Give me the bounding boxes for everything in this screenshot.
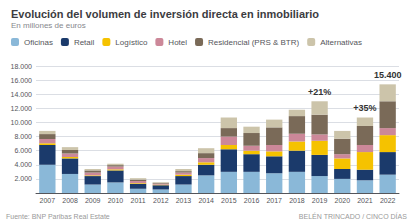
svg-text:12.000: 12.000	[11, 105, 33, 112]
svg-text:18.000: 18.000	[11, 63, 33, 70]
svg-text:Alternativas: Alternativas	[320, 38, 362, 47]
svg-text:2019: 2019	[312, 197, 328, 204]
svg-text:2014: 2014	[198, 197, 214, 204]
svg-text:15.400: 15.400	[374, 70, 402, 80]
svg-text:6.000: 6.000	[14, 147, 32, 154]
svg-text:2016: 2016	[244, 197, 260, 204]
svg-text:2010: 2010	[108, 197, 124, 204]
svg-text:4.000: 4.000	[14, 161, 32, 168]
svg-text:2011: 2011	[131, 197, 146, 204]
svg-text:2009: 2009	[85, 197, 101, 204]
svg-text:2015: 2015	[221, 197, 237, 204]
svg-text:2020: 2020	[334, 197, 350, 204]
svg-text:Retail: Retail	[74, 38, 95, 47]
svg-text:2007: 2007	[40, 197, 56, 204]
svg-text:2013: 2013	[176, 197, 192, 204]
svg-text:Residencial (PRS & BTR): Residencial (PRS & BTR)	[208, 38, 299, 47]
svg-text:10.000: 10.000	[11, 119, 33, 126]
svg-text:2017: 2017	[266, 197, 282, 204]
svg-text:BELÉN TRINCADO / CINCO DÍAS: BELÉN TRINCADO / CINCO DÍAS	[299, 212, 407, 220]
svg-text:+21%: +21%	[308, 87, 331, 97]
svg-text:8.000: 8.000	[14, 133, 32, 140]
svg-text:2012: 2012	[153, 197, 169, 204]
svg-text:2021: 2021	[357, 197, 373, 204]
svg-text:14.000: 14.000	[11, 91, 33, 98]
svg-text:Evolución del volumen de inver: Evolución del volumen de inversión direc…	[11, 8, 319, 20]
svg-text:Logístico: Logístico	[115, 38, 148, 47]
svg-text:En millones de euros: En millones de euros	[11, 21, 86, 30]
svg-text:Hotel: Hotel	[168, 38, 187, 47]
svg-text:Oficinas: Oficinas	[24, 38, 53, 47]
svg-text:2022: 2022	[380, 197, 396, 204]
svg-text:+35%: +35%	[353, 103, 376, 113]
svg-text:Fuente: BNP Paribas Real Estat: Fuente: BNP Paribas Real Estate	[6, 213, 110, 220]
svg-text:2008: 2008	[62, 197, 78, 204]
svg-text:16.000: 16.000	[11, 77, 33, 84]
svg-text:2.000: 2.000	[14, 175, 32, 182]
svg-text:2018: 2018	[289, 197, 305, 204]
